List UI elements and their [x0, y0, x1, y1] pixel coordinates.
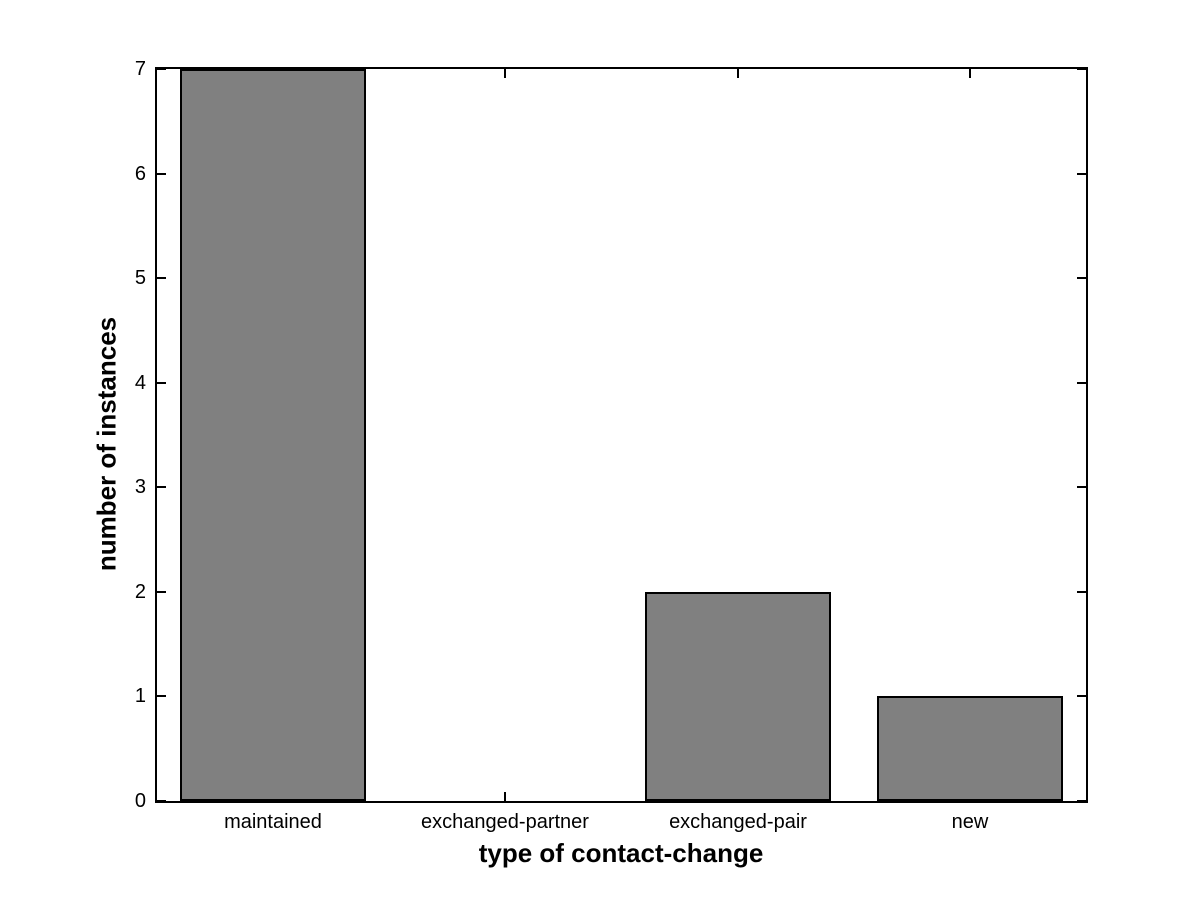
x-tick-label: exchanged-partner: [421, 811, 589, 833]
y-tick-left: [157, 173, 166, 175]
y-tick-left: [157, 695, 166, 697]
y-tick-right: [1077, 486, 1086, 488]
x-tick-label: new: [951, 811, 989, 833]
x-tick-label: exchanged-pair: [669, 811, 807, 833]
x-tick-top: [504, 69, 506, 78]
bar-exchanged-pair: [645, 592, 831, 801]
y-tick-right: [1077, 68, 1086, 70]
y-tick-left: [157, 591, 166, 593]
y-tick-left: [157, 277, 166, 279]
y-tick-label: 0: [134, 790, 146, 812]
x-axis-label: type of contact-change: [478, 838, 764, 868]
y-tick-left: [157, 800, 166, 802]
y-tick-label: 1: [134, 685, 146, 707]
x-tick-top: [737, 69, 739, 78]
y-tick-right: [1077, 695, 1086, 697]
y-tick-left: [157, 68, 166, 70]
y-axis-label: number of instances: [91, 316, 122, 572]
y-tick-right: [1077, 382, 1086, 384]
y-tick-label: 4: [134, 372, 146, 394]
plot-area: [155, 67, 1088, 803]
y-tick-label: 5: [134, 267, 146, 289]
x-tick-bottom: [504, 792, 506, 801]
y-tick-right: [1077, 173, 1086, 175]
bar-maintained: [180, 69, 366, 801]
y-tick-label: 6: [134, 163, 146, 185]
x-tick-top: [969, 69, 971, 78]
y-tick-left: [157, 486, 166, 488]
y-tick-right: [1077, 277, 1086, 279]
bar-new: [877, 696, 1063, 801]
y-tick-label: 7: [134, 58, 146, 80]
y-tick-label: 2: [134, 581, 146, 603]
x-tick-label: maintained: [224, 811, 322, 833]
y-tick-right: [1077, 800, 1086, 802]
y-tick-label: 3: [134, 476, 146, 498]
y-tick-left: [157, 382, 166, 384]
y-tick-right: [1077, 591, 1086, 593]
